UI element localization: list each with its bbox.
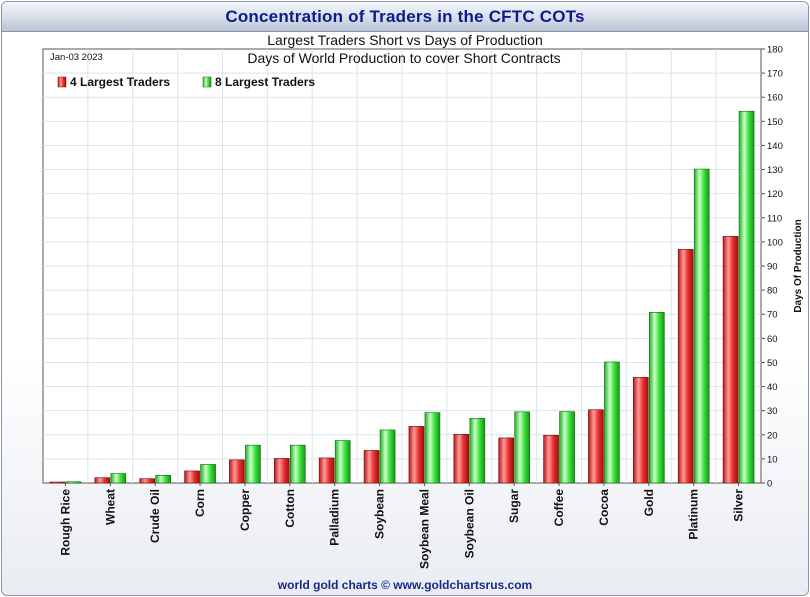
- y-tick-label: 140: [767, 141, 783, 152]
- legend-label-4: 4 Largest Traders: [70, 75, 170, 89]
- chart-title: Days of World Production to cover Short …: [247, 50, 560, 66]
- bar-4-largest: [49, 481, 66, 484]
- legend-swatch-8: [202, 76, 212, 88]
- bar-4-largest: [363, 450, 380, 484]
- y-tick-label: 40: [767, 382, 778, 393]
- y-tick-label: 0: [767, 479, 772, 490]
- bar-4-largest: [453, 433, 470, 484]
- bar-8-largest: [649, 311, 665, 484]
- y-tick-label: 20: [767, 430, 778, 441]
- x-category-label: Silver: [732, 489, 746, 522]
- bar-4-largest: [498, 437, 514, 484]
- bar-8-largest: [65, 481, 82, 484]
- y-tick-label: 10: [767, 454, 778, 465]
- x-category-label: Cocoa: [597, 489, 611, 526]
- date-label: Jan-03 2023: [50, 52, 103, 63]
- title-bar: Concentration of Traders in the CFTC COT…: [2, 2, 808, 32]
- bar-8-largest: [693, 168, 710, 484]
- bar-8-largest: [738, 110, 755, 484]
- y-tick-label: 80: [767, 286, 778, 297]
- y-axis-title: Days Of Production: [793, 219, 804, 312]
- bar-8-largest: [604, 361, 620, 484]
- y-tick-label: 120: [767, 189, 783, 200]
- bar-4-largest: [677, 249, 694, 484]
- bar-8-largest: [290, 444, 306, 484]
- y-axis: 0 10 20 30 40 50 60 70 80 90 100 110 120 130 140 150 160…: [761, 45, 783, 490]
- y-tick-label: 70: [767, 310, 778, 321]
- bar-4-largest: [139, 478, 155, 484]
- y-tick-label: 50: [767, 358, 778, 369]
- y-tick-label: 90: [767, 262, 778, 273]
- bar-8-largest: [245, 444, 261, 484]
- bar-8-largest: [514, 411, 530, 484]
- bar-8-largest: [559, 411, 575, 484]
- y-tick-label: 180: [767, 45, 783, 56]
- legend: 4 Largest Traders 8 Largest Traders: [57, 75, 315, 89]
- bar-8-largest: [110, 473, 127, 484]
- legend-label-8: 8 Largest Traders: [215, 75, 315, 89]
- x-category-label: Cotton: [283, 489, 297, 528]
- bar-8-largest: [424, 412, 441, 484]
- x-category-label: Rough Rice: [58, 489, 72, 556]
- bars-group: [49, 110, 755, 484]
- x-category-label: Crude Oil: [148, 489, 162, 543]
- y-tick-label: 130: [767, 165, 783, 176]
- bar-4-largest: [722, 236, 739, 484]
- bar-8-largest: [469, 418, 486, 484]
- bar-8-largest: [200, 464, 216, 484]
- x-category-label: Soybean: [373, 489, 387, 539]
- y-tick-label: 100: [767, 237, 783, 248]
- grid-lines: [43, 49, 761, 483]
- x-category-label: Soybean Oil: [462, 489, 476, 558]
- footer-credit: world gold charts © www.goldchartsrus.co…: [277, 578, 533, 592]
- y-tick-label: 170: [767, 69, 783, 80]
- bar-4-largest: [229, 459, 245, 484]
- x-category-label: Platinum: [687, 489, 701, 540]
- y-tick-label: 30: [767, 406, 778, 417]
- y-tick-label: 60: [767, 334, 778, 345]
- legend-swatch-4: [57, 76, 67, 88]
- x-category-label: Corn: [193, 489, 207, 517]
- bar-4-largest: [633, 377, 649, 484]
- bar-8-largest: [379, 429, 396, 484]
- x-category-label: Sugar: [507, 489, 521, 523]
- x-category-label: Palladium: [328, 489, 342, 546]
- x-category-label: Coffee: [552, 489, 566, 527]
- bar-4-largest: [588, 409, 604, 484]
- bar-4-largest: [274, 458, 290, 484]
- bar-8-largest: [155, 474, 171, 484]
- bar-4-largest: [318, 457, 335, 484]
- bar-4-largest: [543, 434, 559, 484]
- y-tick-label: 150: [767, 117, 783, 128]
- y-tick-label: 110: [767, 213, 782, 224]
- chart-subtitle: Largest Traders Short vs Days of Product…: [267, 32, 543, 48]
- chart-main-title: Concentration of Traders in the CFTC COT…: [225, 6, 585, 26]
- bar-8-largest: [334, 440, 351, 484]
- x-category-label: Copper: [238, 489, 252, 531]
- bar-4-largest: [94, 477, 111, 484]
- y-tick-label: 160: [767, 93, 783, 104]
- bar-4-largest: [184, 470, 200, 484]
- x-category-label: Soybean Meal: [417, 489, 431, 569]
- x-axis: Rough Rice Wheat Crude Oil Corn Copper Cotton…: [58, 483, 746, 569]
- x-category-label: Gold: [642, 489, 656, 516]
- bar-4-largest: [408, 426, 425, 484]
- x-category-label: Wheat: [103, 489, 117, 525]
